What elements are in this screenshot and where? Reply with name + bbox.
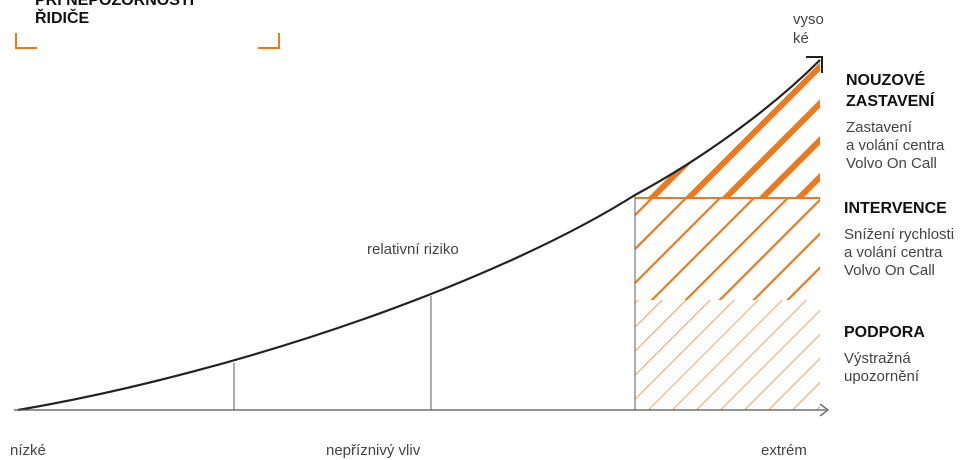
risk-curve (17, 59, 821, 412)
heading-line-1: PŘI NEPOZORNOSTI (35, 0, 195, 9)
section-description-line: Volvo On Call (846, 155, 937, 172)
section-title: INTERVENCE (844, 198, 954, 219)
section-intervence: INTERVENCE Snížení rychlosti a volání ce… (844, 198, 954, 280)
y-axis-high-label-line-2: ké (793, 30, 809, 47)
section-nouzove-zastaveni: NOUZOVÉ ZASTAVENÍ Zastavení a volání cen… (846, 70, 944, 173)
section-description-line: upozornění (844, 368, 920, 385)
section-description: Zastavení a volání centra Volvo On Call (846, 119, 944, 173)
orange-corner-bracket-icon (258, 33, 280, 49)
section-description-line: a volání centra (844, 244, 943, 261)
section-description-line: Zastavení (846, 119, 912, 136)
section-description: Snížení rychlosti a volání centra Volvo … (844, 226, 954, 280)
section-description-line: a volání centra (846, 137, 945, 154)
section-title-line: NOUZOVÉ (846, 72, 926, 89)
section-description: Výstražná upozornění (844, 350, 925, 386)
section-description-line: Volvo On Call (844, 262, 935, 279)
y-axis-high-label-line-1: vyso (793, 11, 824, 28)
section-description-line: Výstražná (844, 350, 911, 367)
x-axis-arrow-icon (819, 403, 829, 417)
section-title-line: ZASTAVENÍ (846, 93, 935, 110)
y-axis-high-label: vyso ké (793, 10, 824, 48)
heading-line-2: ŘIDIČE (35, 10, 90, 27)
section-title: NOUZOVÉ ZASTAVENÍ (846, 70, 944, 112)
diagram-heading: PŘI NEPOZORNOSTI ŘIDIČE (35, 0, 194, 28)
intervence-zone (635, 198, 820, 300)
hatched-response-zones (635, 60, 820, 410)
x-axis-high-label: extrém (761, 442, 807, 459)
podpora-zone (635, 300, 820, 410)
section-podpora: PODPORA Výstražná upozornění (844, 322, 925, 386)
curve-label: relativní riziko (367, 241, 459, 258)
section-title-line: INTERVENCE (844, 200, 947, 217)
x-axis-mid-label: nepříznivý vliv (326, 442, 421, 459)
orange-corner-bracket-icon (15, 33, 37, 49)
section-title-line: PODPORA (844, 324, 925, 341)
section-title: PODPORA (844, 322, 925, 343)
x-axis-low-label: nízké (10, 442, 46, 459)
nouzove-zastaveni-zone (635, 60, 820, 198)
section-description-line: Snížení rychlosti (844, 226, 955, 243)
curve-arrow-icon (806, 56, 823, 73)
